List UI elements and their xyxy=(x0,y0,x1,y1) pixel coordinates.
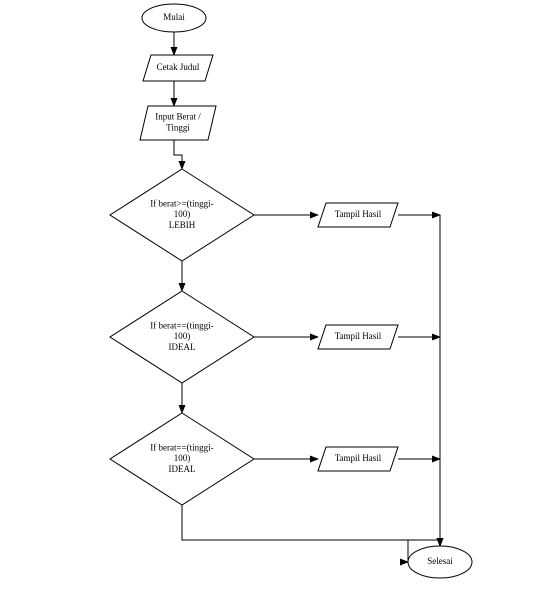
node-label: If berat==(tinggi- xyxy=(150,442,213,452)
node-label: If berat==(tinggi- xyxy=(150,320,213,330)
node-label: Tampil Hasil xyxy=(335,331,382,341)
node-label: Selesai xyxy=(427,556,453,566)
node-label: Mulai xyxy=(163,12,185,22)
flowchart-canvas: Mulai Cetak Judul Input Berat /Tinggi If be… xyxy=(0,0,543,607)
edge-final-bottom xyxy=(182,505,440,546)
node-label: 100) xyxy=(174,209,191,219)
node-label: LEBIH xyxy=(169,220,196,230)
node-label: 100) xyxy=(174,453,191,463)
node-label: IDEAL xyxy=(169,342,196,352)
edge-2 xyxy=(174,140,182,169)
node-label: IDEAL xyxy=(169,464,196,474)
nodes-layer: Mulai Cetak Judul Input Berat /Tinggi If be… xyxy=(110,4,472,578)
node-label: Tinggi xyxy=(166,122,190,132)
node-label: If berat>=(tinggi- xyxy=(150,198,213,208)
node-label: Tampil Hasil xyxy=(335,453,382,463)
node-label: Input Berat / xyxy=(155,112,201,122)
node-label: 100) xyxy=(174,331,191,341)
node-label: Tampil Hasil xyxy=(335,209,382,219)
edge-12 xyxy=(182,505,408,562)
node-label: Cetak Judul xyxy=(157,62,200,72)
